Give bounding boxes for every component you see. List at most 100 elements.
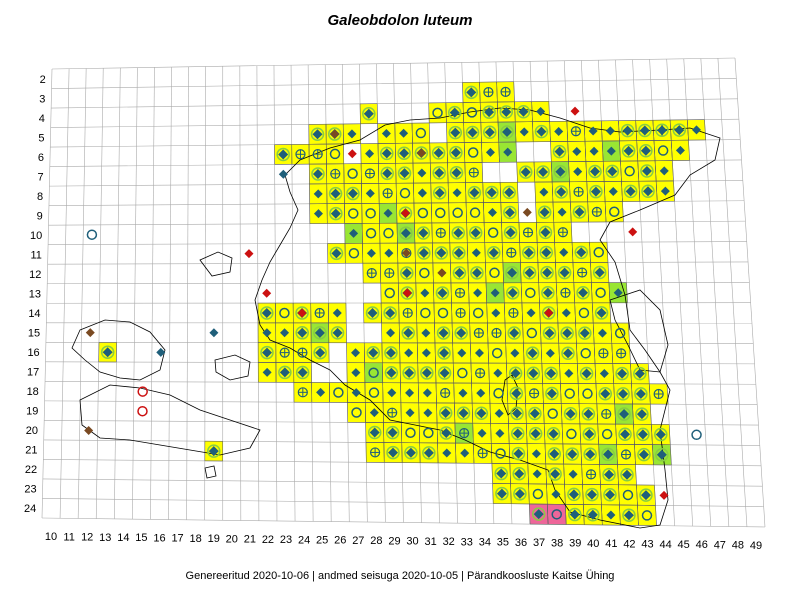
ringed-diamond-icon — [401, 268, 412, 279]
ringed-diamond-icon — [594, 267, 605, 278]
occupied-cell — [345, 243, 363, 264]
ringed-diamond-icon — [501, 106, 512, 117]
hollow-circle-icon — [405, 427, 416, 439]
blue-diamond-icon — [349, 228, 359, 238]
ring-mark — [431, 146, 446, 160]
col-label: 24 — [298, 534, 310, 546]
blue-diamond-icon — [493, 368, 503, 378]
blue-diamond-icon — [476, 388, 486, 398]
ring-mark — [541, 286, 555, 300]
hollow-circle-icon — [493, 387, 504, 399]
ring-mark — [512, 466, 526, 481]
ring-mark — [605, 164, 620, 179]
occupied-cell — [597, 423, 617, 445]
brown-diamond-icon — [437, 268, 447, 278]
occupied-cell — [485, 262, 504, 283]
ringed-diamond-icon — [533, 509, 544, 520]
blue-diamond-icon — [474, 348, 484, 358]
hollow-circle-icon — [137, 405, 148, 417]
blue-diamond-icon — [572, 146, 582, 156]
ring-mark — [397, 146, 411, 160]
ring-mark — [402, 366, 416, 380]
grid-line-vertical — [114, 67, 121, 519]
hollow-circle-icon — [365, 208, 376, 219]
ring-mark — [278, 365, 292, 380]
ring-mark — [623, 184, 638, 199]
occupied-cell — [489, 383, 508, 404]
occupied-cell — [343, 163, 362, 184]
blue-diamond-icon — [458, 388, 468, 398]
ring-mark — [311, 167, 325, 181]
blue-diamond-icon — [387, 388, 397, 398]
ringed-diamond-icon — [454, 267, 465, 278]
blue-diamond-icon — [485, 147, 495, 157]
ring-mark — [437, 366, 452, 380]
col-labels: 10 11 12 13 14 15 16 17 18 19 20 21 22 23 24 25 26 27 28 29… — [45, 531, 762, 552]
blue-diamond-icon — [606, 146, 616, 156]
blue-diamond-icon — [280, 328, 290, 338]
col-label: 18 — [190, 533, 202, 545]
ringed-diamond-icon — [518, 106, 529, 117]
blue-diamond-icon — [365, 188, 375, 198]
blue-diamond-icon — [369, 408, 379, 418]
ringed-diamond-icon — [262, 347, 273, 358]
hollow-circle-icon — [348, 208, 359, 219]
blue-diamond-icon — [421, 328, 431, 338]
ring-mark — [585, 487, 599, 502]
col-label: 23 — [280, 534, 292, 546]
blue-diamond-icon — [557, 207, 567, 217]
occupied-cell — [448, 202, 467, 223]
ring-mark — [589, 184, 603, 199]
blue-diamond-icon — [422, 388, 432, 398]
coastline-ruhnu — [204, 465, 217, 479]
ring-mark — [434, 246, 449, 260]
hollow-circle-icon — [469, 207, 481, 218]
ring-mark — [401, 326, 415, 340]
ringed-diamond-icon — [555, 166, 566, 177]
ringed-diamond-icon — [387, 427, 398, 438]
ringed-diamond-icon — [451, 167, 462, 178]
ringed-diamond-icon — [510, 368, 521, 379]
ringed-diamond-icon — [554, 146, 565, 157]
occupied-cell — [347, 402, 366, 423]
blue-diamond-icon — [209, 328, 219, 338]
occupied-cell — [401, 422, 420, 443]
row-label: 20 — [26, 425, 38, 437]
coastline-hiiumaa — [71, 319, 166, 381]
hollow-circle-icon — [624, 165, 635, 177]
ringed-diamond-icon — [562, 328, 573, 339]
ring-mark — [620, 123, 635, 138]
ringed-diamond-icon — [488, 247, 499, 258]
ring-mark — [100, 345, 115, 359]
ring-mark — [567, 487, 581, 502]
ringed-diamond-icon — [596, 307, 607, 318]
ringed-diamond-icon — [434, 167, 445, 178]
ringed-diamond-icon — [578, 287, 589, 298]
blue-diamond-icon — [351, 368, 361, 378]
blue-diamond-icon — [316, 387, 326, 397]
hollow-circle-icon — [417, 207, 429, 219]
ringed-diamond-icon — [418, 247, 429, 258]
ringed-diamond-icon — [102, 347, 113, 358]
grid-line-horizontal — [51, 57, 736, 70]
ring-mark — [499, 105, 514, 119]
brown-diamond-icon — [85, 328, 95, 338]
ringed-diamond-icon — [674, 125, 685, 136]
ring-mark — [507, 326, 521, 340]
col-label: 40 — [587, 538, 599, 550]
ring-mark — [510, 406, 524, 421]
row-label: 7 — [37, 171, 43, 183]
ringed-diamond-icon — [403, 327, 414, 338]
occupied-cell — [364, 382, 384, 403]
ringed-diamond-icon — [381, 148, 392, 159]
map-footer: Genereeritud 2020-10-06 | andmed seisuga… — [185, 570, 615, 582]
ringed-diamond-icon — [279, 367, 290, 378]
ring-mark — [400, 286, 415, 300]
blue-diamond-icon — [606, 510, 616, 520]
ring-mark — [313, 326, 327, 340]
ringed-diamond-icon — [399, 148, 410, 159]
blue-diamond-icon — [487, 208, 497, 218]
red-diamond-icon — [544, 308, 554, 318]
ring-mark — [639, 488, 653, 502]
ringed-diamond-icon — [514, 488, 525, 499]
